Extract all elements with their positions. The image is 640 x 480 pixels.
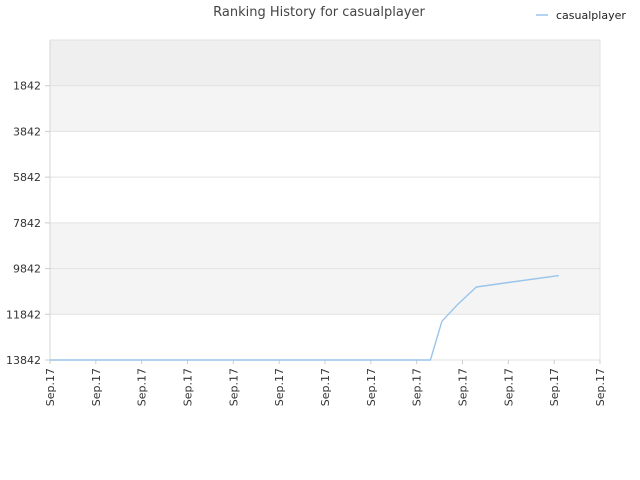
x-axis: Sep.17 Sep.17 Sep.17 Sep.17 Sep.17 Sep.17 Sep.… [44,360,607,406]
x-tick-label: Sep.17 [136,368,149,406]
plot-band [50,131,600,178]
y-tick-label: 1842 [13,80,41,93]
y-axis: 1842 3842 5842 7842 9842 11842 13842 [6,80,50,367]
plot-band [50,268,600,315]
x-tick-label: Sep.17 [227,368,240,406]
gridlines [49,39,601,361]
y-tick-label: 3842 [13,125,41,138]
x-tick-label: Sep.17 [90,368,103,406]
x-tick-label: Sep.17 [502,368,515,406]
x-tick-label: Sep.17 [44,368,57,406]
plot-band [50,222,600,269]
x-tick-label: Sep.17 [182,368,195,406]
x-tick-label: Sep.17 [365,368,378,406]
x-tick-label: Sep.17 [548,368,561,406]
plot-band [50,314,600,360]
plot-band [50,85,600,132]
x-tick-label: Sep.17 [594,368,607,406]
chart-title: Ranking History for casualplayer [213,5,425,20]
legend-label-casualplayer: casualplayer [556,9,626,22]
x-tick-label: Sep.17 [273,368,286,406]
x-tick-label: Sep.17 [411,368,424,406]
plot-bands [50,40,600,360]
series-lines [50,274,559,361]
x-tick-label: Sep.17 [457,368,470,406]
y-tick-label: 7842 [13,217,41,230]
x-tick-label: Sep.17 [319,368,332,406]
y-tick-label: 9842 [13,263,41,276]
y-tick-label: 13842 [6,354,41,367]
series-line-casualplayer [50,274,559,361]
y-tick-label: 5842 [13,171,41,184]
legend: casualplayer [536,9,626,22]
plot-band [50,40,600,86]
plot-band [50,177,600,223]
y-tick-label: 11842 [6,308,41,321]
